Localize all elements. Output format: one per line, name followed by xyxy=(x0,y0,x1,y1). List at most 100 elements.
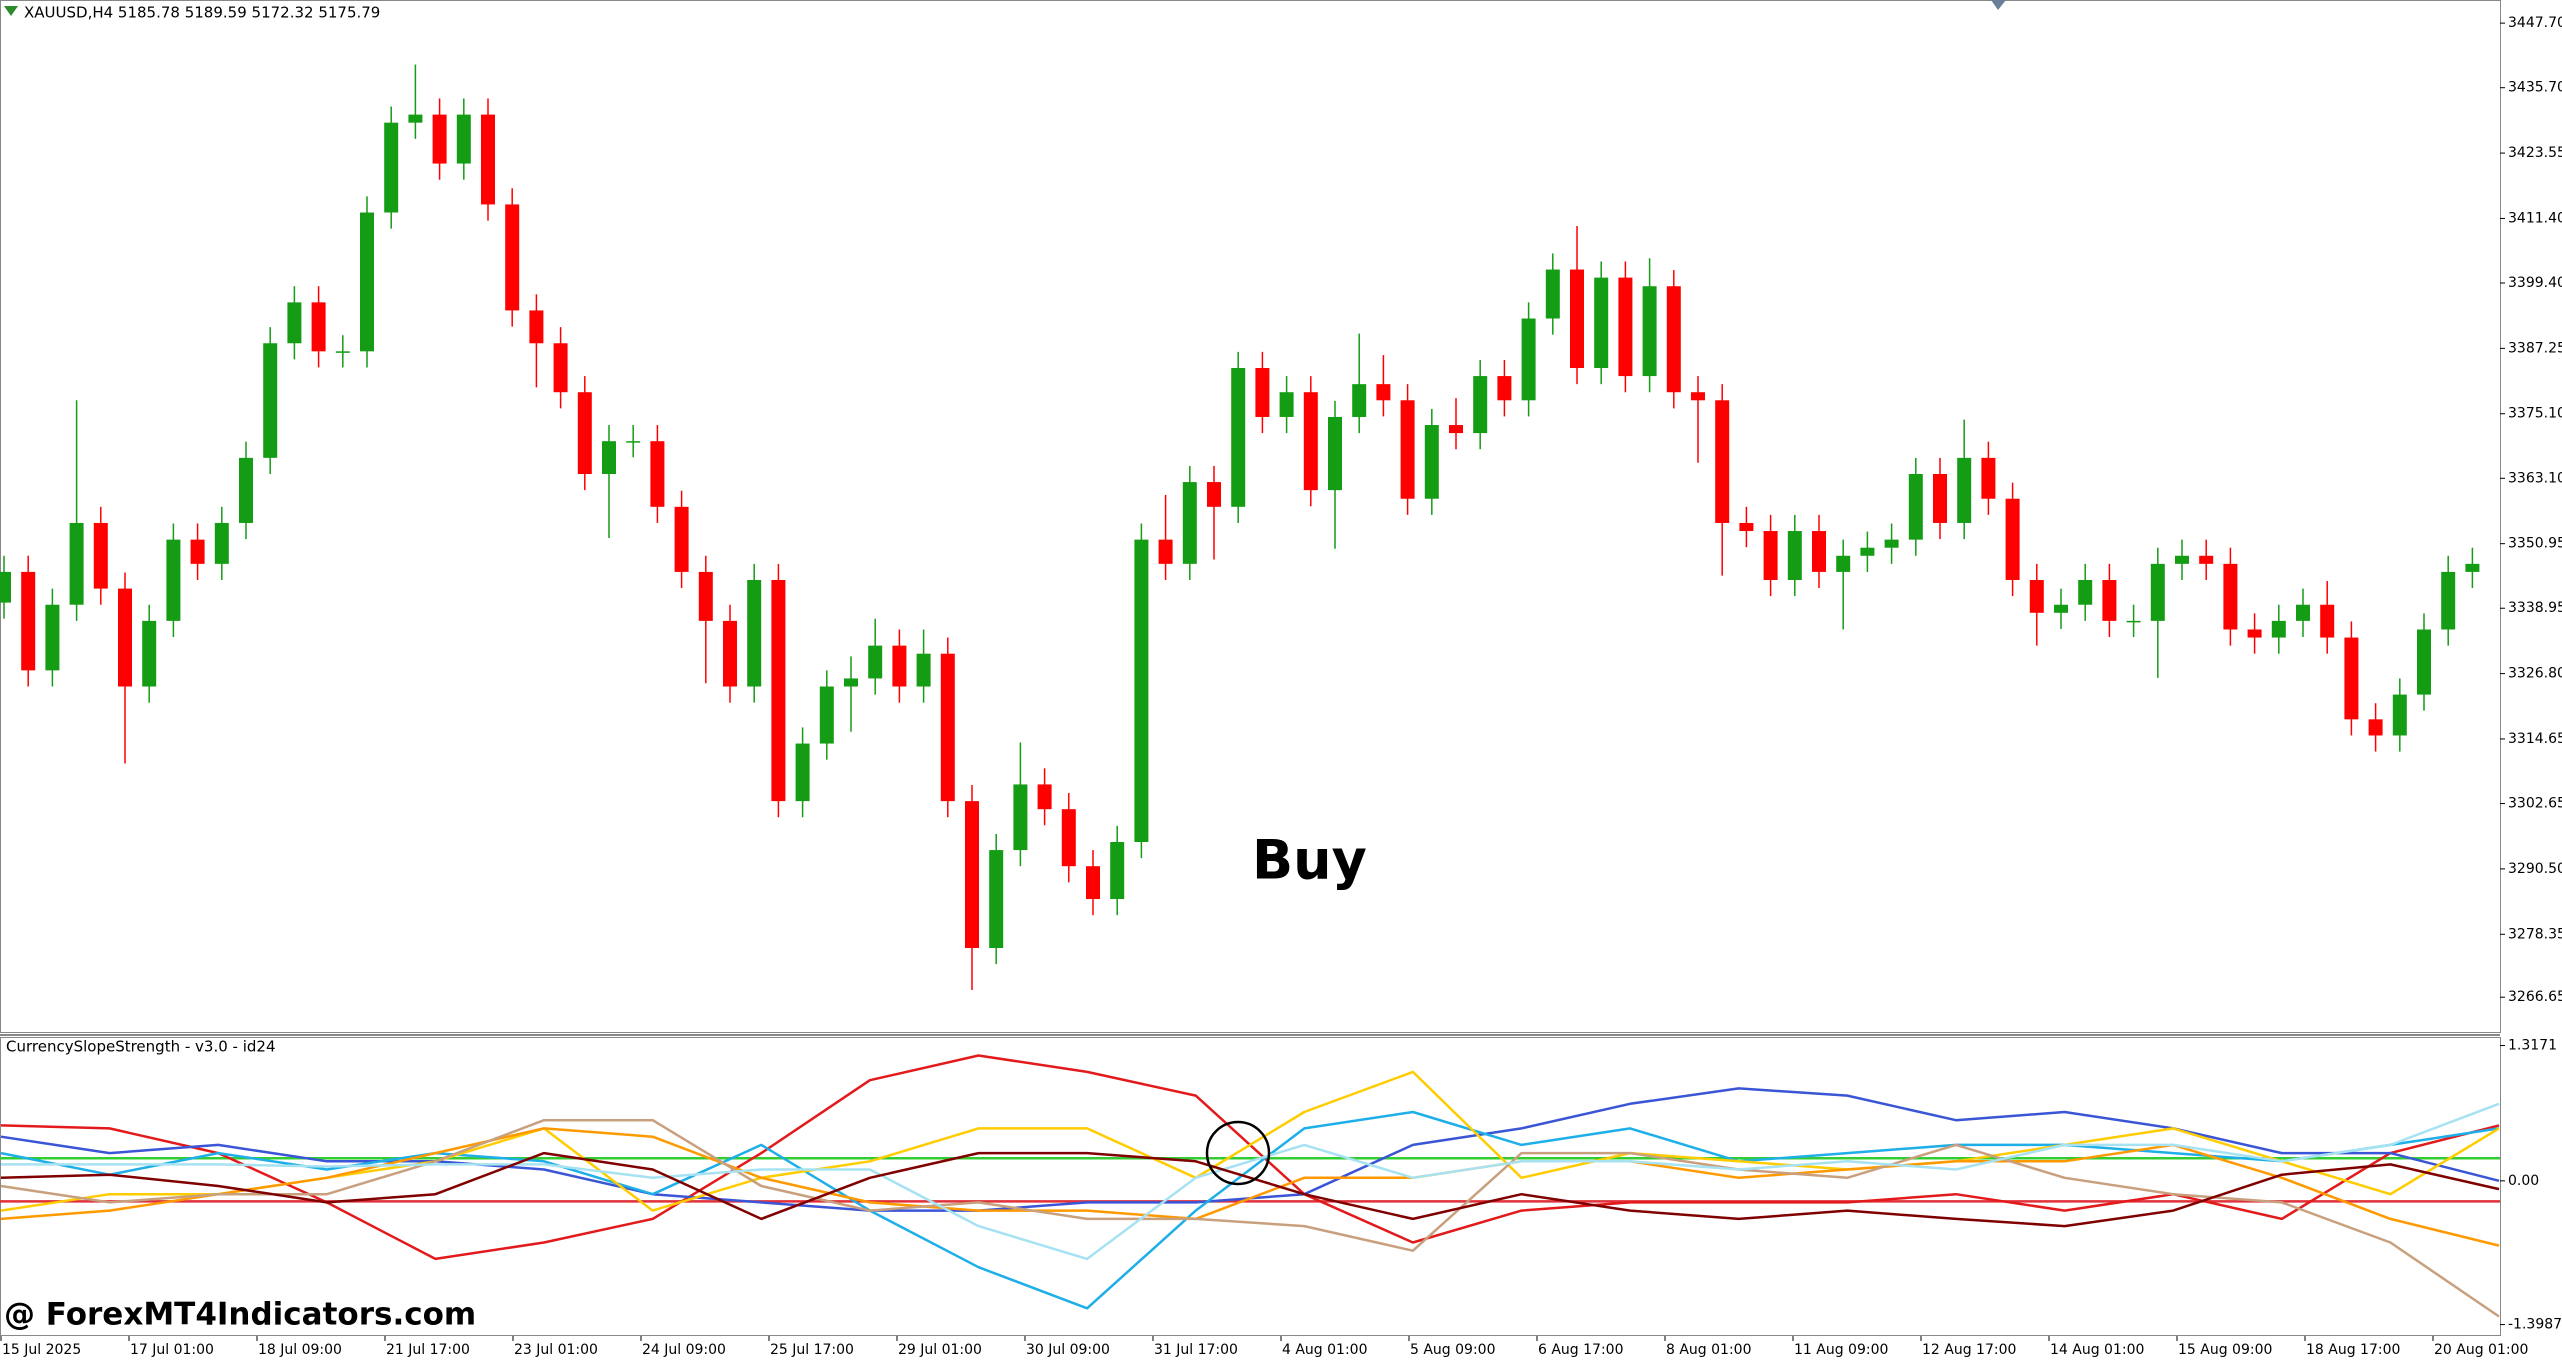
candle-body xyxy=(1376,384,1391,401)
candle-body xyxy=(1884,539,1899,548)
indicator-line xyxy=(0,1151,2500,1228)
candle-body xyxy=(1933,473,1947,523)
candle-body xyxy=(1134,539,1149,843)
candle-body xyxy=(2029,579,2044,613)
candle-body xyxy=(1449,425,1463,434)
candle-body xyxy=(2465,563,2480,572)
candle-body xyxy=(1207,482,1221,507)
candle-body xyxy=(965,801,979,948)
candle-body xyxy=(142,620,157,687)
candle-body xyxy=(1957,457,1972,523)
candle-body xyxy=(360,212,374,352)
candle-body xyxy=(1860,547,1875,556)
candle-body xyxy=(1086,866,1100,900)
x-tick-label: 24 Jul 09:00 xyxy=(642,1342,726,1358)
y-tick-label: 3350.95 xyxy=(2508,536,2562,552)
candle-body xyxy=(93,522,108,589)
candle-body xyxy=(795,743,810,802)
y-tick-label: 3423.55 xyxy=(2508,145,2562,161)
candle-body xyxy=(626,441,641,443)
candle-body xyxy=(1182,482,1197,564)
plot-layer: 3447.70 3435.70 3423.55 3411.40 3399.40 3387.… xyxy=(0,15,2562,1358)
candle-body xyxy=(771,579,786,802)
candle-body xyxy=(819,686,834,744)
candle-body xyxy=(505,204,520,311)
candle-body xyxy=(1570,269,1584,369)
candle-body xyxy=(214,522,229,564)
x-tick-label: 18 Aug 17:00 xyxy=(2306,1342,2400,1358)
candle-body xyxy=(1328,416,1342,491)
candle-body xyxy=(1037,784,1052,810)
candle-body xyxy=(190,539,205,564)
candle-body xyxy=(239,457,253,523)
candle-body xyxy=(166,539,181,621)
candle-body xyxy=(2392,694,2407,736)
candle-body xyxy=(698,571,713,621)
candle-body xyxy=(1158,539,1173,564)
y-tick-label: 3278.35 xyxy=(2508,926,2562,942)
y-tick-label: 3411.40 xyxy=(2508,210,2562,226)
y-tick-label: 0.00 xyxy=(2508,1173,2539,1189)
y-tick-label: 3363.10 xyxy=(2508,470,2562,486)
x-tick-label: 6 Aug 17:00 xyxy=(1538,1342,1624,1358)
candle-body xyxy=(2247,629,2262,638)
x-tick-label: 30 Jul 09:00 xyxy=(1026,1342,1110,1358)
candle-body xyxy=(1545,269,1560,319)
candle-body xyxy=(2344,637,2359,720)
candle-body xyxy=(2078,579,2093,605)
candle-body xyxy=(553,343,568,393)
candle-body xyxy=(1594,277,1609,369)
candle-body xyxy=(2296,604,2310,621)
candle-body xyxy=(21,571,36,671)
candle-body xyxy=(674,506,689,572)
x-tick-label: 8 Aug 01:00 xyxy=(1666,1342,1752,1358)
signal-label: Buy xyxy=(1252,829,1367,892)
candle-body xyxy=(2320,604,2335,638)
y-tick-label: 3399.40 xyxy=(2508,275,2562,291)
y-tick-label: -1.3987 xyxy=(2508,1317,2562,1333)
candle-body xyxy=(2199,555,2214,564)
candle-body xyxy=(311,302,326,352)
candle-body xyxy=(1763,531,1778,580)
x-tick-label: 15 Aug 09:00 xyxy=(2178,1342,2272,1358)
candle-body xyxy=(2441,571,2456,630)
y-tick-label: 3314.65 xyxy=(2508,731,2562,747)
candle-body xyxy=(1836,555,1851,572)
candle-body xyxy=(408,114,423,123)
candle-body xyxy=(1908,473,1923,540)
y-tick-label: 3447.70 xyxy=(2508,15,2562,31)
candle-body xyxy=(2102,579,2117,621)
candle-body xyxy=(384,122,399,213)
y-tick-label: 3326.80 xyxy=(2508,666,2562,682)
candle-body xyxy=(45,604,60,671)
x-tick-label: 4 Aug 01:00 xyxy=(1282,1342,1368,1358)
y-tick-label: 3387.25 xyxy=(2508,340,2562,356)
candle-body xyxy=(69,522,84,605)
x-tick-label: 5 Aug 09:00 xyxy=(1410,1342,1496,1358)
shift-marker xyxy=(1991,0,2006,10)
y-tick-label: 3266.65 xyxy=(2508,989,2562,1005)
candle-body xyxy=(1715,400,1730,523)
y-tick-label: 3302.65 xyxy=(2508,796,2562,812)
candle-body xyxy=(1352,384,1367,417)
y-tick-label: 3375.10 xyxy=(2508,406,2562,422)
candle-body xyxy=(2126,620,2141,623)
candle-body xyxy=(2368,719,2383,736)
x-tick-label: 31 Jul 17:00 xyxy=(1154,1342,1238,1358)
candle-body xyxy=(723,620,737,687)
candle-body xyxy=(1473,376,1488,434)
symbol-header: XAUUSD,H4 5185.78 5189.59 5172.32 5175.7… xyxy=(24,4,380,22)
candle-body xyxy=(2175,555,2189,564)
candle-body xyxy=(747,579,762,687)
x-tick-label: 12 Aug 17:00 xyxy=(1922,1342,2016,1358)
indicator-line xyxy=(1,1102,2500,1261)
candle-body xyxy=(1303,392,1318,491)
x-tick-label: 21 Jul 17:00 xyxy=(386,1342,470,1358)
candle-body xyxy=(2417,629,2431,695)
candle-body xyxy=(916,653,931,687)
candle-body xyxy=(1424,425,1439,499)
candle-body xyxy=(2150,563,2165,621)
candle-body xyxy=(1279,392,1294,417)
y-tick-label: 3290.50 xyxy=(2508,861,2562,877)
